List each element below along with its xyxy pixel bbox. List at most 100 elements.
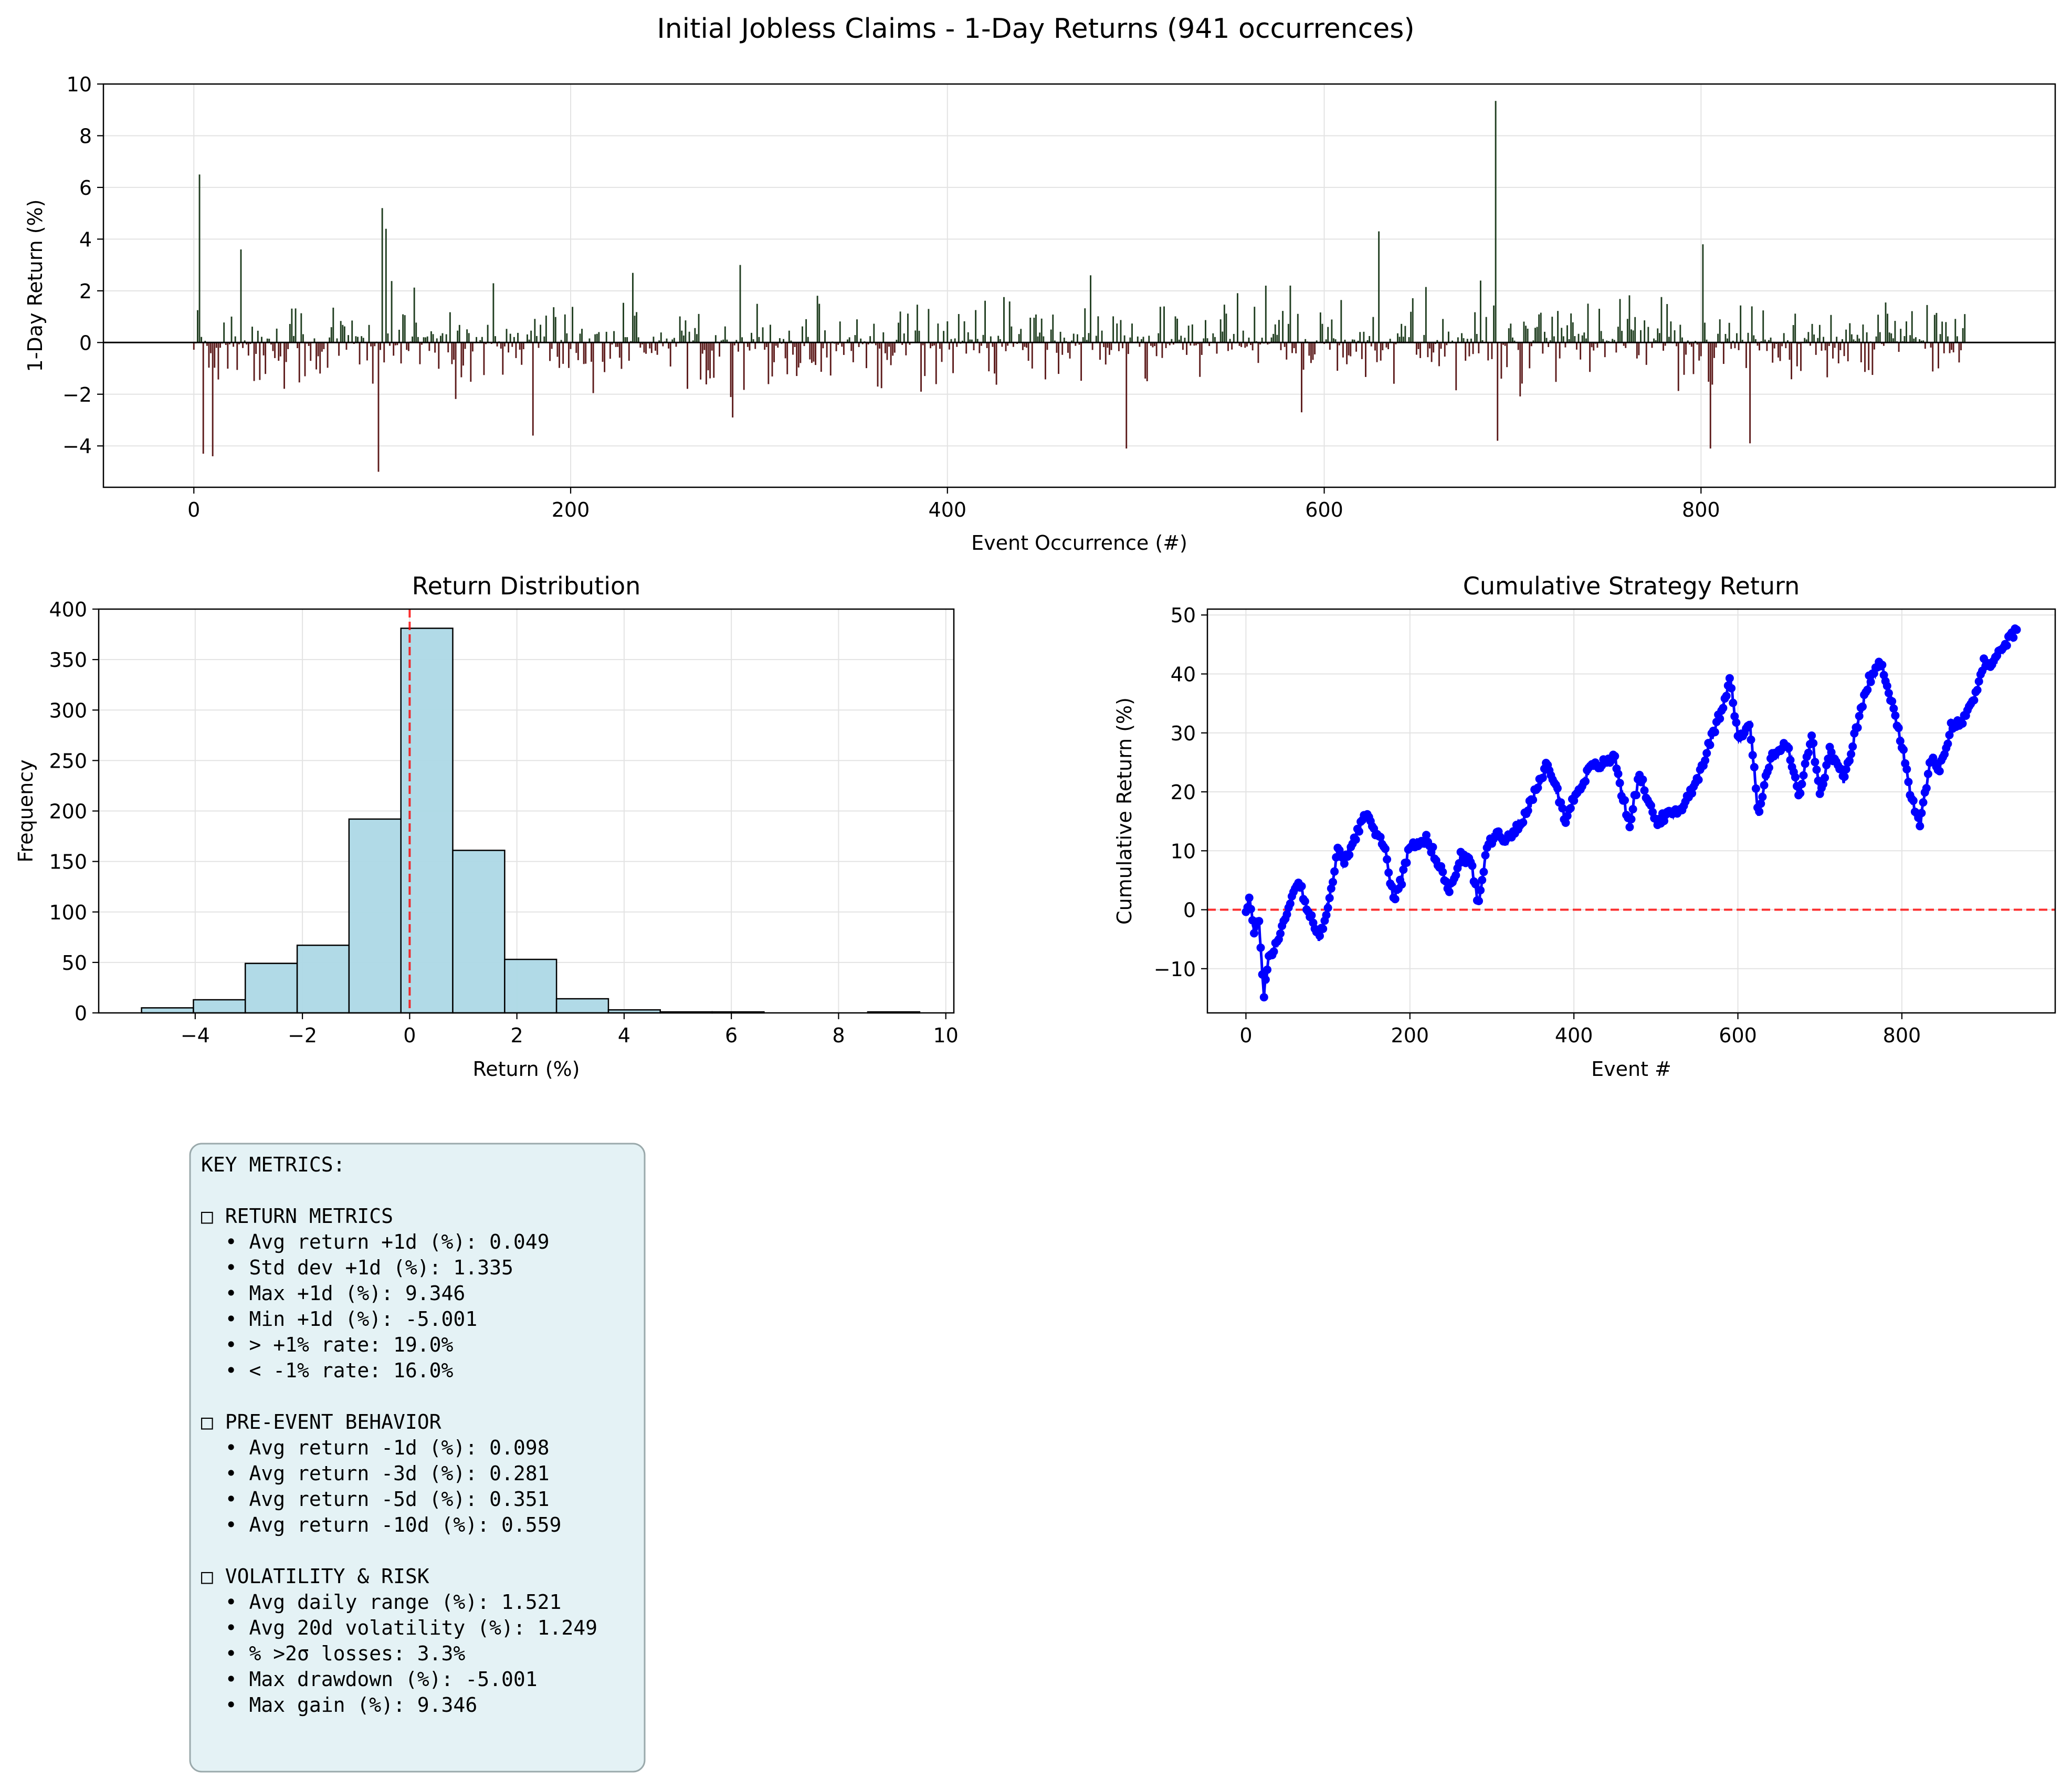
cumulative-point <box>1919 798 1928 807</box>
bar <box>1039 332 1041 343</box>
bar <box>1862 324 1864 343</box>
bar <box>796 342 798 376</box>
bar <box>566 333 568 343</box>
bar <box>532 342 534 436</box>
bar <box>1491 342 1493 359</box>
bar <box>1208 342 1211 346</box>
bar <box>829 342 832 376</box>
bar <box>1564 342 1566 348</box>
bar <box>265 342 267 374</box>
bar <box>383 342 385 363</box>
bar <box>1455 342 1457 391</box>
bar <box>848 337 850 343</box>
bar <box>1796 342 1798 367</box>
bars <box>193 101 1966 472</box>
bar <box>924 342 926 376</box>
bar <box>1952 342 1954 353</box>
y-tick-label: 150 <box>49 851 87 874</box>
bar <box>1708 342 1710 382</box>
bar <box>1316 340 1318 343</box>
x-tick-label: 200 <box>1391 1024 1429 1047</box>
bar <box>1834 342 1836 348</box>
bar <box>1178 339 1180 343</box>
bar <box>1395 342 1397 344</box>
bar <box>1657 328 1659 343</box>
bar <box>928 309 930 343</box>
cumulative-point <box>1747 735 1755 744</box>
bar <box>1615 342 1617 353</box>
cumulative-point <box>1282 910 1291 919</box>
bar <box>1810 342 1811 346</box>
cumulative-point <box>1621 796 1629 804</box>
cumulative-point <box>1397 880 1406 889</box>
bar <box>330 327 332 343</box>
bar <box>1310 342 1312 363</box>
bar <box>749 342 751 351</box>
bar <box>1740 305 1742 343</box>
bar <box>758 337 760 343</box>
y-tick-label: 4 <box>79 228 92 251</box>
cumulative-point <box>1468 861 1477 870</box>
cumulative-point <box>1638 775 1647 784</box>
bar <box>1427 342 1429 358</box>
bar <box>1008 301 1011 343</box>
bar <box>1839 342 1842 350</box>
bar <box>1906 321 1907 343</box>
bar <box>1058 342 1059 374</box>
y-tick-label: 350 <box>49 648 87 672</box>
bar <box>509 333 511 343</box>
bar <box>1570 313 1572 343</box>
bar <box>1468 342 1470 357</box>
cumulative-point <box>1922 784 1931 792</box>
x-tick-label: 400 <box>929 498 967 521</box>
cumulative-point <box>1822 761 1831 770</box>
bar <box>839 321 841 343</box>
bar <box>1894 321 1896 343</box>
bar <box>618 342 620 358</box>
bar <box>1817 338 1819 343</box>
bar <box>1212 333 1214 343</box>
bar <box>1903 336 1906 343</box>
bar <box>1804 338 1806 343</box>
bar <box>236 342 238 370</box>
cumulative-point <box>1786 756 1795 765</box>
bar <box>479 340 481 343</box>
bar <box>1506 342 1508 368</box>
x-tick-label: 600 <box>1719 1024 1757 1047</box>
bar <box>764 342 766 350</box>
bar <box>916 305 918 343</box>
bar <box>656 342 658 355</box>
bar <box>843 342 845 355</box>
bar <box>1029 317 1032 343</box>
bar <box>905 342 907 355</box>
bar <box>276 328 278 343</box>
bar <box>893 342 896 353</box>
cumulative-point <box>1899 745 1908 754</box>
bar <box>1478 342 1480 353</box>
bar <box>466 329 468 343</box>
bar <box>583 342 585 364</box>
bar <box>790 340 792 343</box>
bar <box>1463 338 1465 343</box>
bar <box>321 342 323 352</box>
cumulative-markers <box>1242 624 2021 1002</box>
bar <box>1005 342 1007 351</box>
cumulative-point <box>1701 756 1710 765</box>
bar <box>937 323 939 343</box>
bar <box>1858 338 1860 343</box>
bar <box>752 339 754 343</box>
bar <box>673 338 675 343</box>
bar <box>797 342 800 368</box>
axes-frame <box>102 83 2056 488</box>
y-tick-label: 0 <box>79 331 92 354</box>
bar <box>1510 323 1512 343</box>
bar <box>1476 333 1478 343</box>
metrics-box-background <box>189 1143 646 1773</box>
bar <box>1037 336 1039 343</box>
bar <box>438 342 440 369</box>
cumulative-point <box>1329 877 1337 886</box>
bar <box>615 342 617 347</box>
bar <box>669 342 671 367</box>
bar <box>389 342 391 346</box>
